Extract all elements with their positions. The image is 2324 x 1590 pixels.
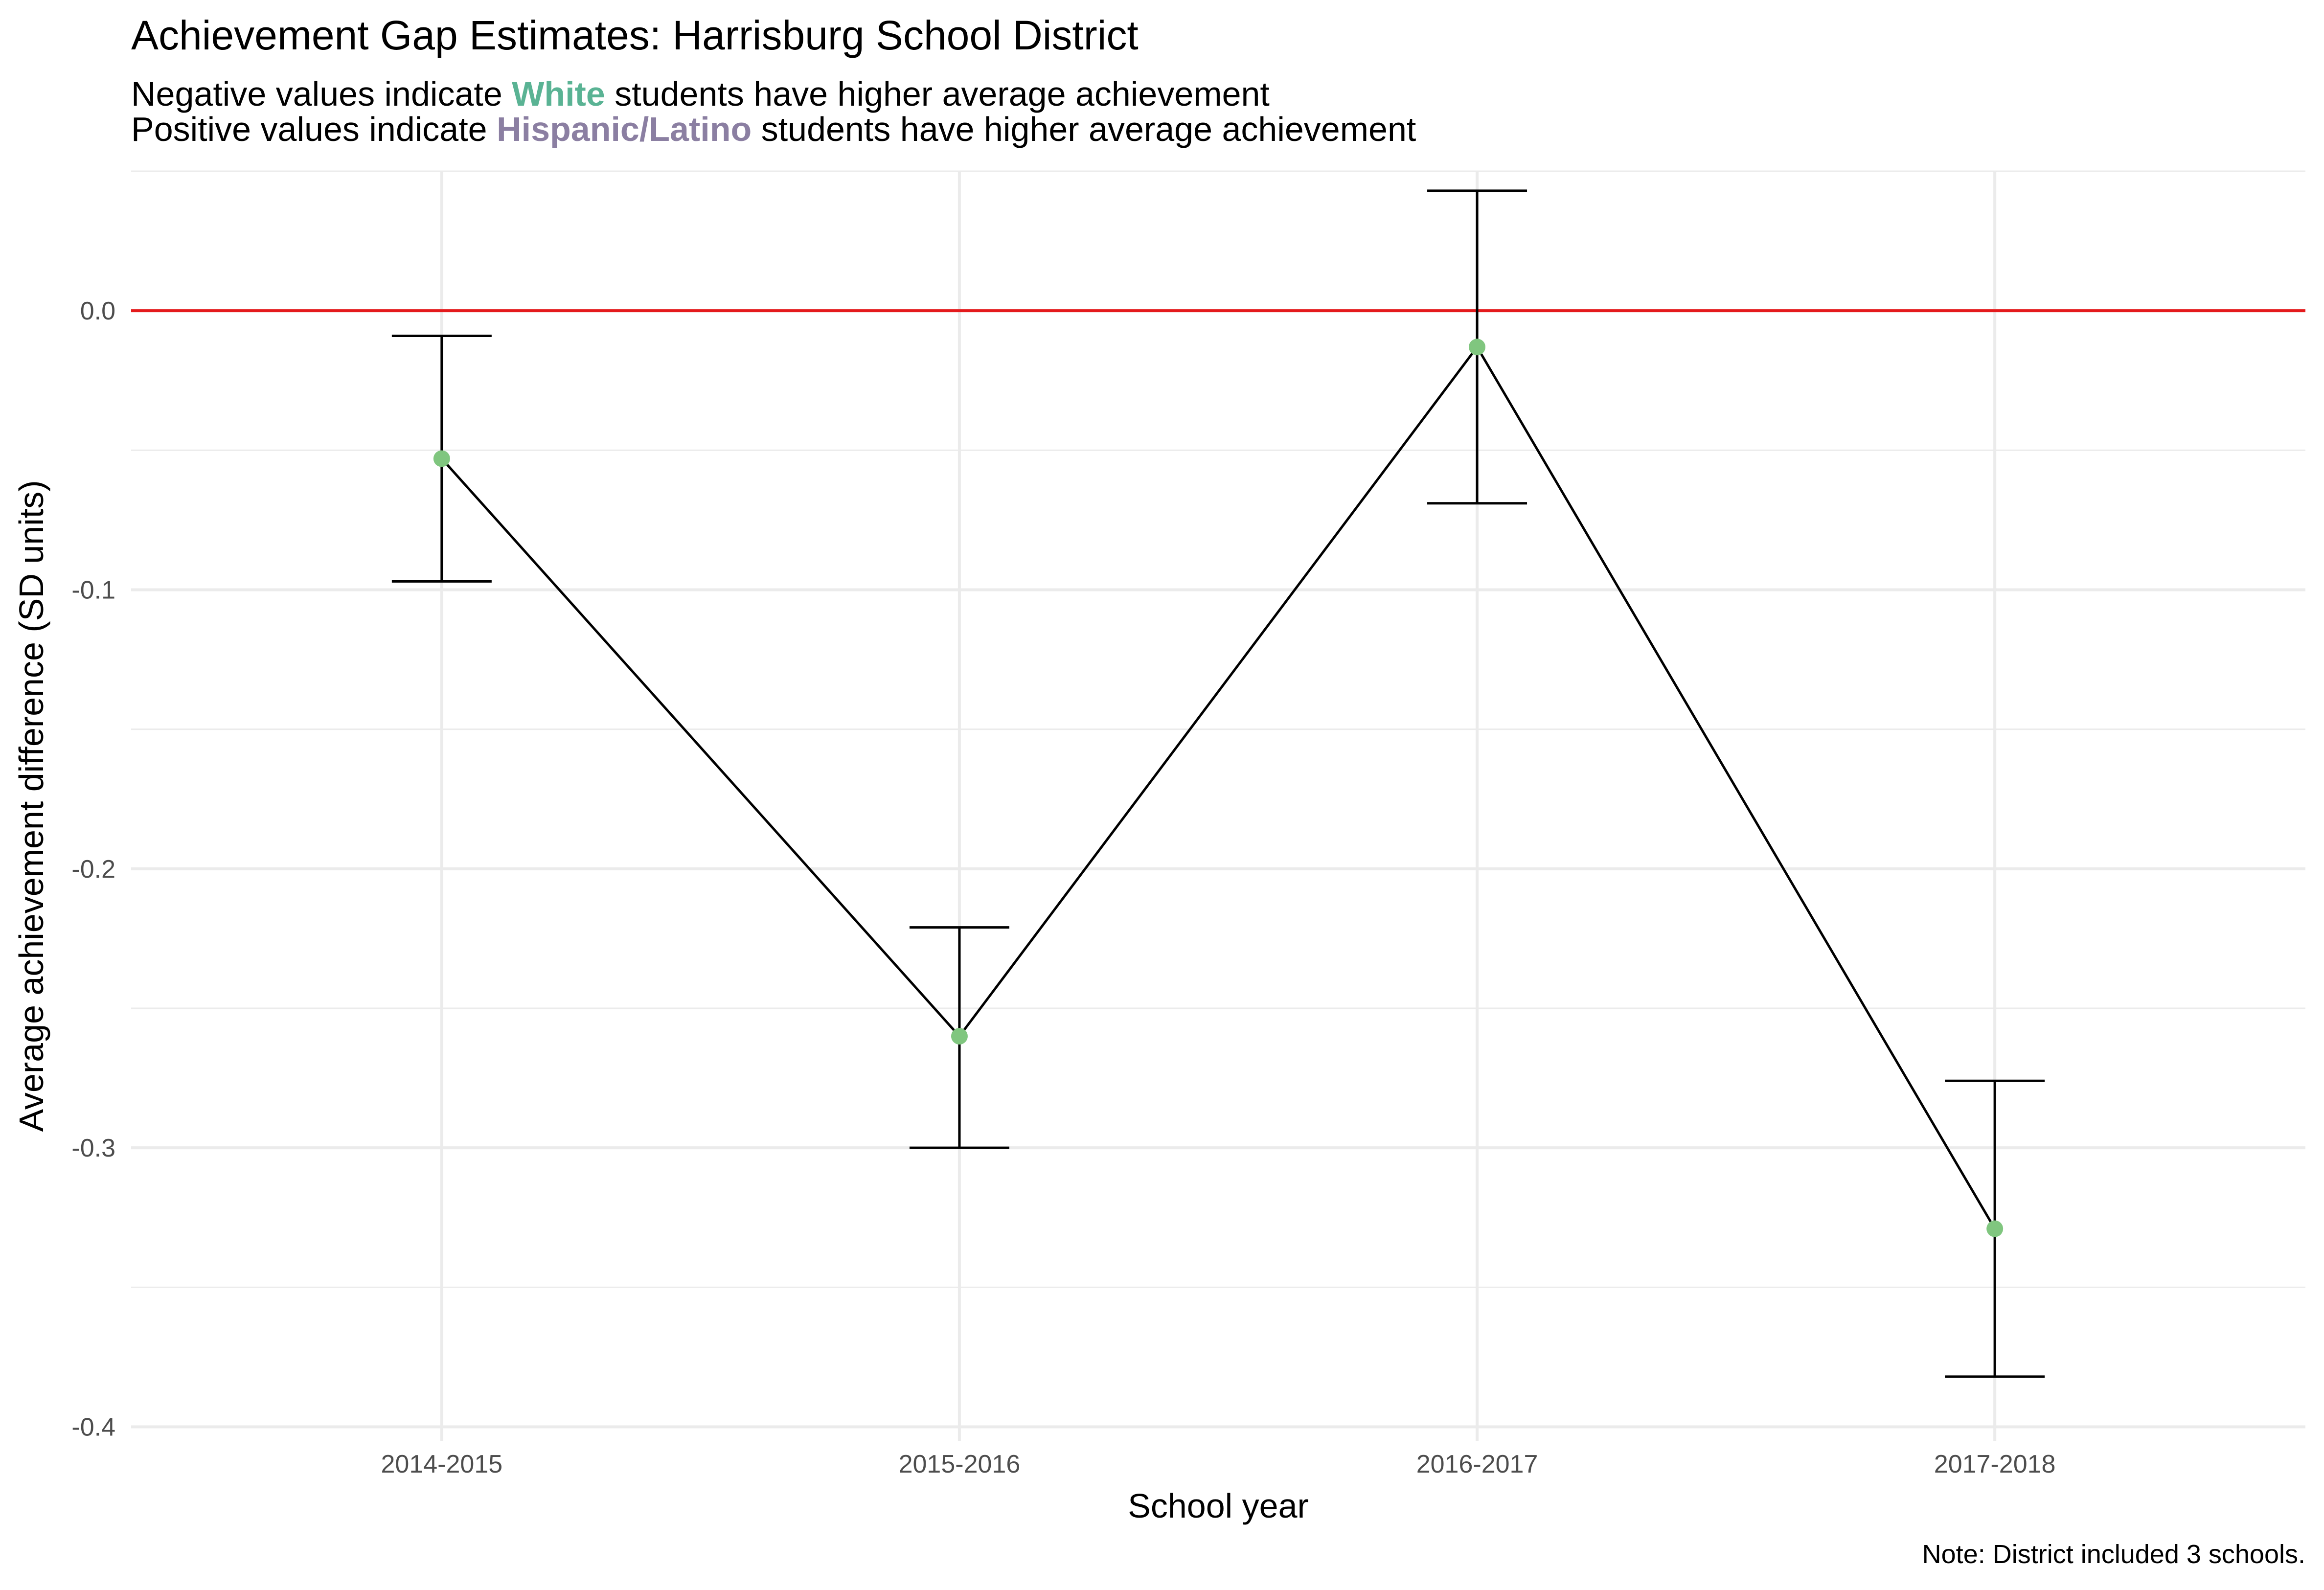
subtitle-line-1: Negative values indicate White students …: [131, 75, 1270, 113]
data-point: [1986, 1220, 2004, 1237]
y-tick-label: -0.3: [71, 1134, 115, 1162]
series-line: [440, 345, 1996, 1229]
chart-title: Achievement Gap Estimates: Harrisburg Sc…: [131, 12, 1139, 58]
y-tick-label: -0.2: [71, 855, 115, 884]
y-tick-label: -0.1: [71, 576, 115, 604]
series-polyline: [440, 345, 1996, 1229]
major-gridlines: [131, 171, 2305, 1441]
data-point: [951, 1028, 968, 1045]
subtitle-2-prefix: Positive values indicate: [131, 110, 497, 148]
error-bars: [391, 189, 2045, 1378]
subtitle-1-suffix: students have higher average achievement: [605, 75, 1270, 113]
subtitle-2-suffix: students have higher average achievement: [752, 110, 1416, 148]
y-axis-title: Average achievement difference (SD units…: [12, 480, 50, 1132]
footnote: Note: District included 3 schools.: [1922, 1540, 2305, 1569]
x-tick-label: 2015-2016: [899, 1450, 1021, 1478]
x-axis-ticks: 2014-2015 2015-2016 2016-2017 2017-2018: [381, 1450, 2056, 1478]
x-axis-title: School year: [1128, 1487, 1309, 1525]
data-point: [1469, 339, 1486, 356]
y-axis-ticks: 0.0 -0.1 -0.2 -0.3 -0.4: [71, 297, 115, 1441]
subtitle-line-2: Positive values indicate Hispanic/Latino…: [131, 110, 1416, 148]
y-tick-label: 0.0: [80, 297, 115, 325]
y-tick-label: -0.4: [71, 1413, 115, 1441]
x-tick-label: 2017-2018: [1934, 1450, 2056, 1478]
hispanic-group-label: Hispanic/Latino: [497, 110, 752, 148]
data-point: [433, 450, 450, 467]
subtitle-1-prefix: Negative values indicate: [131, 75, 512, 113]
minor-gridlines: [131, 170, 2305, 1288]
x-tick-label: 2014-2015: [381, 1450, 503, 1478]
white-group-label: White: [512, 75, 605, 113]
x-tick-label: 2016-2017: [1416, 1450, 1538, 1478]
data-points: [433, 339, 2004, 1237]
